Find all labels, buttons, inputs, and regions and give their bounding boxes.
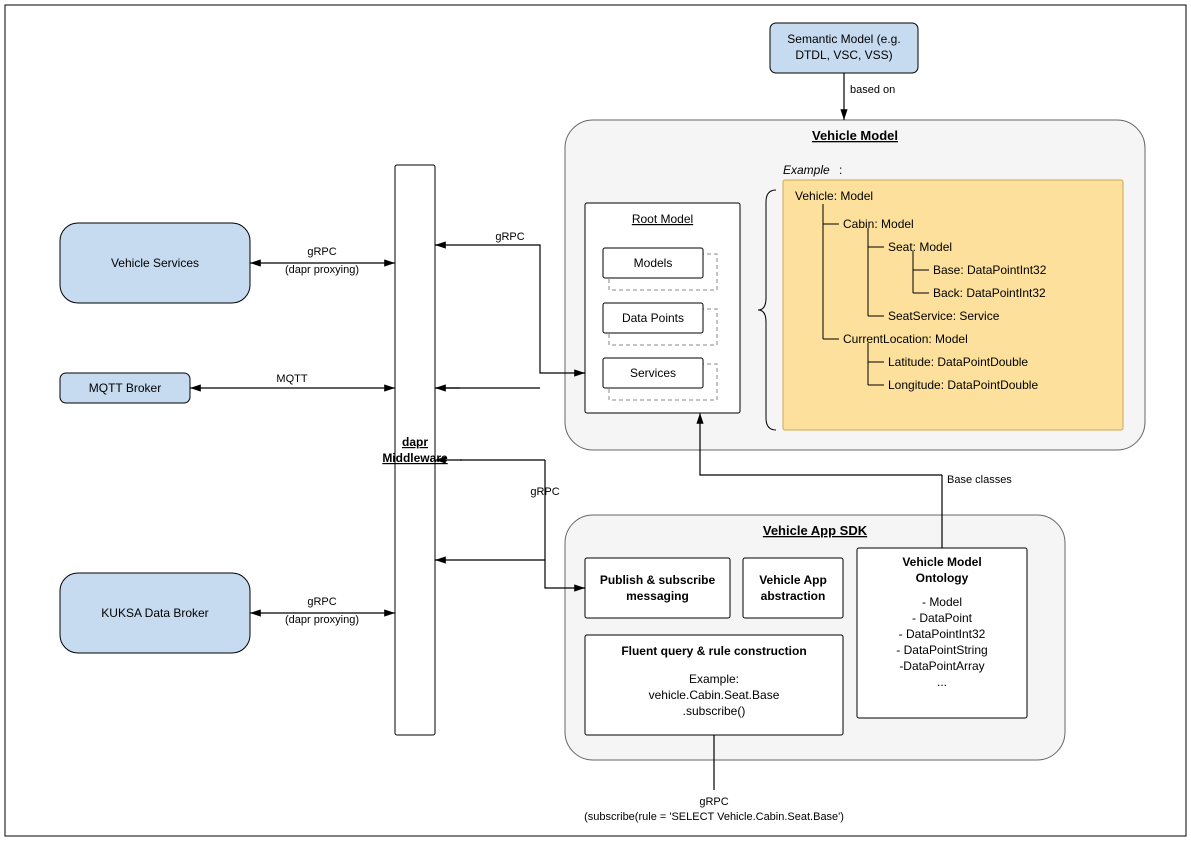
svg-text:abstraction: abstraction xyxy=(761,589,826,603)
svg-text:Semantic Model (e.g.: Semantic Model (e.g. xyxy=(787,32,900,46)
svg-text:Vehicle Services: Vehicle Services xyxy=(111,256,199,270)
svg-text:Vehicle App SDK: Vehicle App SDK xyxy=(763,523,868,538)
vehicle-app-abstraction-box xyxy=(743,558,843,618)
svg-text:based on: based on xyxy=(850,84,895,96)
svg-text:-DataPointArray: -DataPointArray xyxy=(899,659,984,673)
svg-text:Ontology: Ontology xyxy=(916,571,969,585)
svg-text:MQTT: MQTT xyxy=(276,373,307,385)
svg-text:Example:: Example: xyxy=(689,672,739,686)
svg-text:(subscribe(rule = 'SELECT Vehi: (subscribe(rule = 'SELECT Vehicle.Cabin.… xyxy=(584,811,844,823)
svg-text:gRPC: gRPC xyxy=(307,246,336,258)
svg-text:messaging: messaging xyxy=(626,589,689,603)
svg-text:Example: Example xyxy=(783,163,830,177)
svg-text:(dapr proxying): (dapr proxying) xyxy=(285,614,359,626)
svg-text:Base classes: Base classes xyxy=(947,474,1012,486)
svg-text:- DataPoint: - DataPoint xyxy=(912,611,973,625)
svg-text:Cabin: Model: Cabin: Model xyxy=(843,217,914,231)
svg-text:KUKSA Data Broker: KUKSA Data Broker xyxy=(101,606,208,620)
dapr-middleware-box xyxy=(395,165,435,735)
svg-text:- DataPointString: - DataPointString xyxy=(896,643,987,657)
svg-text:Middleware: Middleware xyxy=(382,451,448,465)
svg-text:Latitude: DataPointDouble: Latitude: DataPointDouble xyxy=(888,355,1028,369)
svg-text:dapr: dapr xyxy=(402,435,428,449)
svg-text:...: ... xyxy=(937,675,947,689)
svg-text:Services: Services xyxy=(630,366,676,380)
svg-text:Vehicle Model: Vehicle Model xyxy=(902,555,981,569)
svg-text:Fluent query & rule constructi: Fluent query & rule construction xyxy=(621,644,806,658)
svg-text:Seat: Model: Seat: Model xyxy=(888,240,952,254)
svg-text:Publish & subscribe: Publish & subscribe xyxy=(600,573,716,587)
svg-text:SeatService: Service: SeatService: Service xyxy=(888,309,1000,323)
svg-text:Models: Models xyxy=(634,256,673,270)
svg-text:gRPC: gRPC xyxy=(495,231,524,243)
svg-text:gRPC: gRPC xyxy=(307,596,336,608)
svg-text:- Model: - Model xyxy=(922,595,962,609)
svg-text:MQTT Broker: MQTT Broker xyxy=(89,381,161,395)
svg-text:Vehicle App: Vehicle App xyxy=(759,573,827,587)
svg-text:- DataPointInt32: - DataPointInt32 xyxy=(899,627,986,641)
pubsub-box xyxy=(585,558,730,618)
svg-text:Vehicle Model: Vehicle Model xyxy=(812,128,898,143)
svg-text:CurrentLocation: Model: CurrentLocation: Model xyxy=(843,332,968,346)
svg-text:Root Model: Root Model xyxy=(632,212,693,226)
svg-text:(dapr proxying): (dapr proxying) xyxy=(285,264,359,276)
svg-text:DTDL, VSC, VSS): DTDL, VSC, VSS) xyxy=(795,48,892,62)
svg-text:Data Points: Data Points xyxy=(622,311,684,325)
svg-text::: : xyxy=(839,163,842,177)
svg-text:.subscribe(): .subscribe() xyxy=(683,704,746,718)
svg-text:Base: DataPointInt32: Base: DataPointInt32 xyxy=(933,263,1047,277)
architecture-diagram: Vehicle Services MQTT Broker KUKSA Data Br… xyxy=(0,0,1191,841)
svg-text:Longitude: DataPointDouble: Longitude: DataPointDouble xyxy=(888,378,1038,392)
svg-text:gRPC: gRPC xyxy=(699,796,728,808)
svg-text:Back: DataPointInt32: Back: DataPointInt32 xyxy=(933,286,1046,300)
example-tree-panel xyxy=(783,180,1123,430)
svg-text:vehicle.Cabin.Seat.Base: vehicle.Cabin.Seat.Base xyxy=(649,688,780,702)
svg-text:Vehicle: Model: Vehicle: Model xyxy=(795,189,873,203)
